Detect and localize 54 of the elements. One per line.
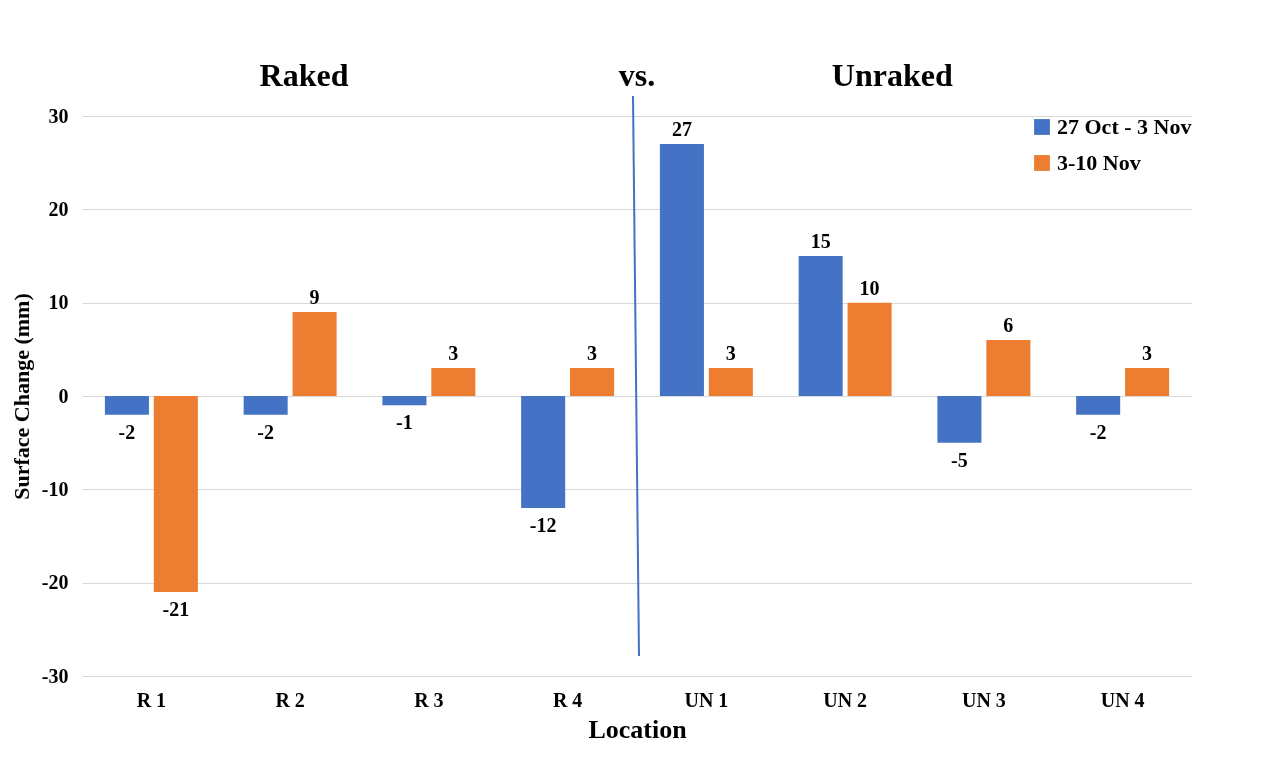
- x-tick-label: R 4: [552, 688, 583, 711]
- bar: [521, 396, 566, 508]
- data-label: 3: [587, 342, 598, 364]
- bar: [659, 144, 704, 396]
- y-tick-label: 10: [48, 291, 69, 314]
- bar: [1076, 396, 1121, 415]
- data-label: 9: [309, 286, 320, 308]
- data-label: 3: [1142, 342, 1153, 364]
- bar: [292, 312, 337, 396]
- y-tick-label: -20: [41, 571, 69, 594]
- text: vs.: [618, 57, 656, 93]
- x-axis-title: Location: [588, 714, 688, 744]
- y-tick-label: -30: [41, 664, 69, 687]
- bar: [937, 396, 982, 443]
- x-tick-label: R 3: [414, 688, 444, 711]
- x-tick-label: UN 4: [1100, 688, 1145, 711]
- data-label: -12: [529, 514, 557, 536]
- bar: [570, 368, 615, 396]
- bar: [708, 368, 753, 396]
- data-label: 27: [671, 118, 692, 140]
- bar: [104, 396, 149, 415]
- bar: [153, 396, 198, 592]
- bar: [847, 302, 892, 396]
- y-tick-label: -10: [41, 477, 69, 500]
- bar: [798, 256, 843, 396]
- y-axis-title: Surface Change (mm): [8, 293, 34, 500]
- x-tick-label: R 2: [275, 688, 305, 711]
- text: Raked: [259, 57, 349, 93]
- y-tick-label: 0: [58, 384, 69, 407]
- data-label: 15: [810, 230, 831, 252]
- data-label: 6: [1003, 314, 1014, 336]
- bar: [382, 396, 427, 406]
- data-label: -21: [162, 598, 190, 620]
- y-tick-label: 20: [48, 197, 69, 220]
- data-label: -2: [257, 420, 274, 443]
- bar: [986, 340, 1031, 396]
- x-tick-label: R 1: [136, 688, 167, 711]
- data-label: -2: [118, 420, 136, 443]
- bar: [243, 396, 288, 415]
- data-label: 3: [725, 342, 736, 364]
- legend-label: 27 Oct - 3 Nov: [1057, 114, 1192, 139]
- x-tick-label: UN 1: [684, 688, 729, 711]
- data-label: -2: [1089, 420, 1107, 443]
- legend-label: 3-10 Nov: [1057, 150, 1141, 175]
- data-label: -5: [951, 448, 968, 471]
- x-tick-label: UN 2: [823, 688, 868, 711]
- data-label: -1: [396, 411, 413, 434]
- y-tick-label: 30: [48, 104, 69, 127]
- data-label: 3: [448, 342, 459, 364]
- data-label: 10: [859, 276, 880, 299]
- x-tick-label: UN 3: [961, 688, 1006, 711]
- bar: [1125, 368, 1170, 396]
- text: Unraked: [831, 57, 953, 93]
- bar: [431, 368, 476, 396]
